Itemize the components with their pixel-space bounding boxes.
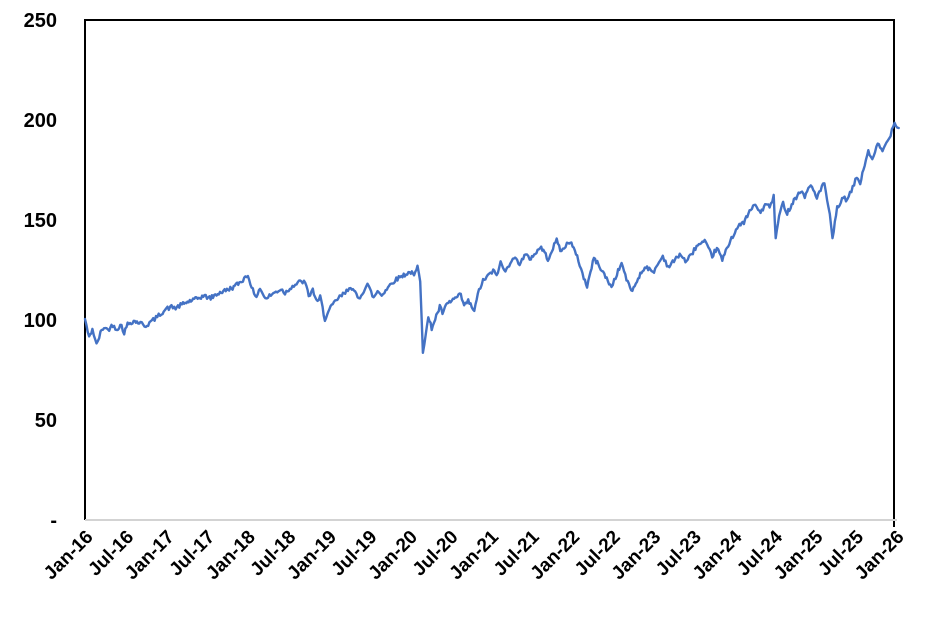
y-axis-labels: 250 200 150 100 50 - — [24, 10, 57, 532]
series-group — [83, 121, 900, 354]
y-axis-label: 50 — [35, 410, 57, 432]
y-axis-label: - — [50, 510, 57, 532]
series-line — [83, 121, 900, 354]
x-axis-label: Jan-16 — [40, 527, 97, 584]
y-axis-label: 100 — [24, 310, 57, 332]
y-axis-label: 150 — [24, 210, 57, 232]
x-axis-labels: Jan-16Jul-16Jan-17Jul-17Jan-18Jul-18Jan-… — [40, 526, 908, 584]
axis-frame — [84, 19, 897, 527]
y-axis-label: 200 — [24, 110, 57, 132]
y-axis-label: 250 — [24, 10, 57, 32]
